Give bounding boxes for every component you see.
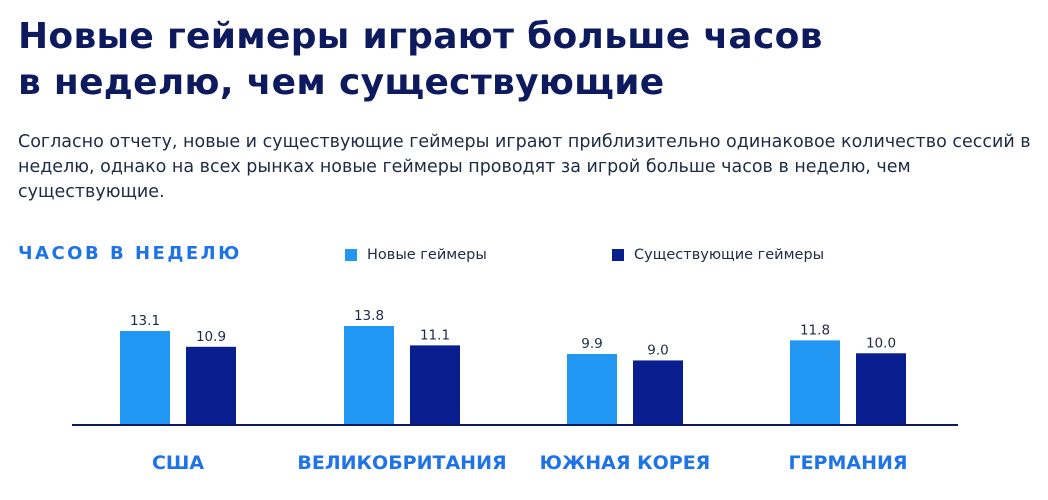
data-label-existing-0: 10.9 xyxy=(196,329,226,345)
legend-label-existing: Существующие геймеры xyxy=(634,247,825,263)
bar-existing-3 xyxy=(856,353,906,425)
bar-existing-2 xyxy=(633,360,683,425)
data-label-existing-2: 9.0 xyxy=(647,342,668,358)
data-label-new-1: 13.8 xyxy=(354,308,384,324)
page-title: Новые геймеры играют больше часов в неде… xyxy=(18,14,1018,106)
bar-new-0 xyxy=(120,331,170,425)
title-line-2: в неделю, чем существующие xyxy=(18,62,665,103)
bar-new-3 xyxy=(790,340,840,425)
title-line-1: Новые геймеры играют больше часов xyxy=(18,16,823,57)
category-label-0: США xyxy=(152,452,204,474)
bar-new-1 xyxy=(344,326,394,425)
legend-label-new: Новые геймеры xyxy=(367,247,487,263)
data-label-existing-3: 10.0 xyxy=(866,335,896,351)
legend-item-new-gamers: Новые геймеры xyxy=(345,247,487,263)
category-label-1: ВЕЛИКОБРИТАНИЯ xyxy=(297,452,506,474)
data-label-new-3: 11.8 xyxy=(800,322,830,338)
y-axis-label: ЧАСОВ В НЕДЕЛЮ xyxy=(18,243,242,264)
bar-new-2 xyxy=(567,353,617,425)
legend-item-existing-gamers: Существующие геймеры xyxy=(612,247,824,263)
data-label-new-2: 9.9 xyxy=(581,336,602,352)
data-label-new-0: 13.1 xyxy=(130,313,160,329)
category-label-3: ГЕРМАНИЯ xyxy=(788,452,907,474)
bar-existing-0 xyxy=(186,346,236,425)
subtitle: Согласно отчету, новые и существующие ге… xyxy=(18,132,1031,202)
legend-swatch-new xyxy=(345,249,357,261)
bar-existing-1 xyxy=(410,345,460,425)
category-label-2: ЮЖНАЯ КОРЕЯ xyxy=(540,452,711,474)
legend-swatch-existing xyxy=(612,249,624,261)
data-label-existing-1: 11.1 xyxy=(420,327,450,343)
